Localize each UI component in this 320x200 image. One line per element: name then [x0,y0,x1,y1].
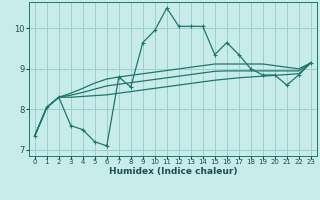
X-axis label: Humidex (Indice chaleur): Humidex (Indice chaleur) [108,167,237,176]
